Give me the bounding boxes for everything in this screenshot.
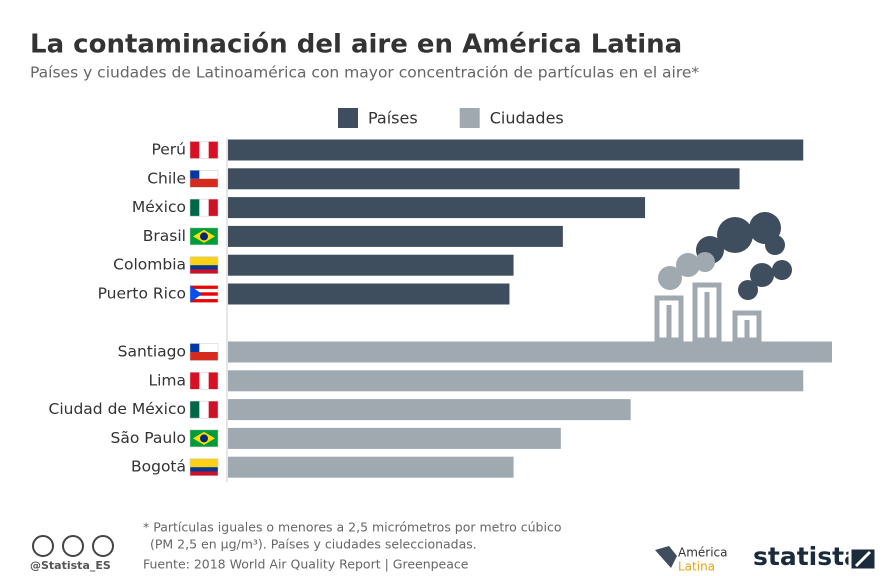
bar bbox=[228, 341, 832, 363]
bar bbox=[228, 370, 804, 392]
cc-icons bbox=[32, 535, 114, 557]
flag-part bbox=[190, 299, 218, 303]
chart-title: La contaminación del aire en América Lat… bbox=[30, 30, 682, 60]
category-label: Brasil bbox=[143, 227, 186, 245]
flag-border bbox=[189, 285, 219, 303]
category-label: Puerto Rico bbox=[98, 285, 186, 303]
flag bbox=[189, 429, 219, 448]
note: (PM 2,5 en µg/m³). Países y ciudades sel… bbox=[150, 537, 477, 552]
category-label: Colombia bbox=[113, 256, 186, 274]
flag-part bbox=[190, 292, 218, 296]
legend-swatch bbox=[338, 108, 358, 128]
bar bbox=[228, 139, 804, 161]
flag-part bbox=[190, 343, 218, 352]
bar bbox=[228, 283, 510, 305]
note: * Partículas iguales o menores a 2,5 mic… bbox=[143, 520, 561, 535]
category-label: São Paulo bbox=[110, 429, 186, 447]
flag-part bbox=[199, 401, 209, 419]
category-label: Ciudad de México bbox=[49, 400, 186, 418]
flag-border bbox=[189, 429, 219, 448]
flag-border bbox=[189, 400, 219, 419]
flag bbox=[189, 343, 219, 361]
category-label: México bbox=[132, 198, 186, 216]
partner-icon bbox=[655, 546, 677, 568]
bar bbox=[228, 399, 631, 421]
flag bbox=[189, 400, 219, 419]
flag-part bbox=[190, 256, 218, 266]
flag-border bbox=[189, 256, 219, 274]
factory-illustration bbox=[654, 212, 792, 343]
flag-border bbox=[189, 141, 219, 159]
flag-border bbox=[189, 227, 219, 246]
bar bbox=[228, 225, 563, 247]
flag bbox=[189, 141, 219, 159]
partner-logo: América bbox=[678, 546, 728, 560]
flag-part bbox=[199, 141, 209, 159]
flag-border bbox=[189, 170, 219, 188]
flag bbox=[189, 372, 219, 390]
source: Fuente: 2018 World Air Quality Report | … bbox=[143, 557, 469, 572]
bar bbox=[228, 427, 561, 449]
bar bbox=[228, 456, 514, 478]
flag-part bbox=[190, 458, 218, 468]
category-label: Lima bbox=[148, 371, 186, 389]
flag-part bbox=[190, 343, 200, 352]
flag-border bbox=[189, 198, 219, 217]
credit: @Statista_ES bbox=[30, 559, 111, 572]
category-label: Bogotá bbox=[131, 458, 186, 476]
flag-part bbox=[199, 372, 209, 390]
bar bbox=[228, 254, 514, 276]
flag bbox=[189, 256, 219, 274]
bar bbox=[228, 168, 740, 190]
flag bbox=[189, 227, 219, 246]
category-label: Chile bbox=[147, 169, 186, 187]
partner-logo: Latina bbox=[678, 560, 715, 574]
legend-label: Ciudades bbox=[490, 109, 564, 128]
brand-icon bbox=[848, 546, 878, 572]
legend-swatch bbox=[459, 108, 480, 128]
flag-part bbox=[200, 232, 208, 241]
flag bbox=[189, 198, 219, 217]
flag-part bbox=[190, 199, 200, 217]
flag bbox=[189, 170, 219, 188]
flag bbox=[189, 458, 219, 476]
flag-part bbox=[190, 170, 218, 179]
flag-border bbox=[189, 458, 219, 476]
flag-part bbox=[199, 199, 209, 217]
brand-logo: statista bbox=[753, 542, 861, 571]
flag-part bbox=[190, 170, 200, 179]
flag bbox=[189, 285, 219, 303]
flag-border bbox=[189, 343, 219, 361]
flag-part bbox=[190, 285, 202, 303]
category-label: Perú bbox=[151, 141, 186, 159]
legend-label: Países bbox=[368, 109, 418, 128]
flag-border bbox=[189, 372, 219, 390]
chart-subtitle: Países y ciudades de Latinoamérica con m… bbox=[30, 64, 699, 82]
category-label: Santiago bbox=[118, 343, 186, 361]
flag-part bbox=[190, 285, 218, 289]
flag-part bbox=[190, 401, 200, 419]
bar bbox=[228, 197, 646, 219]
flag-part bbox=[200, 434, 208, 443]
